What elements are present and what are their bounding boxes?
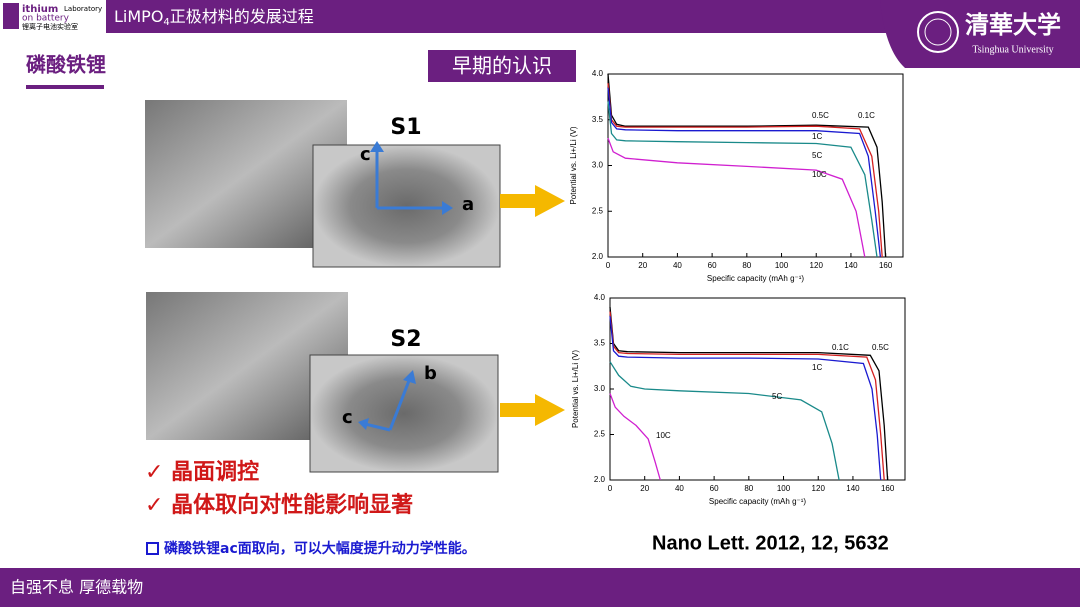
curve-label: 0.5C xyxy=(872,343,889,352)
axis-arrow xyxy=(364,422,391,432)
curve xyxy=(609,393,661,481)
arrow-head xyxy=(403,370,416,384)
y-tick-label: 3.5 xyxy=(594,339,606,348)
note: 磷酸铁锂ac面取向，可以大幅度提升动力学性能。 xyxy=(164,540,476,557)
x-tick-label: 120 xyxy=(812,484,826,493)
curve xyxy=(607,137,866,258)
university-name: 清華大学 xyxy=(965,11,1061,39)
axis-letter: b xyxy=(424,363,437,384)
axis-arrow xyxy=(388,377,412,431)
yellow-arrow xyxy=(500,394,565,426)
check-text: 晶体取向对性能影响显著 xyxy=(171,492,413,518)
curve-label: 1C xyxy=(812,132,822,141)
tem-image xyxy=(312,144,501,268)
curve xyxy=(609,307,889,481)
title-underline xyxy=(26,85,104,89)
lab-name: ithium xyxy=(22,4,58,15)
curve xyxy=(609,316,882,481)
curve xyxy=(607,83,883,258)
y-tick-label: 2.0 xyxy=(592,252,604,261)
x-tick-label: 40 xyxy=(673,261,682,270)
logo-mark xyxy=(3,3,19,29)
university-seal xyxy=(924,18,952,46)
x-tick-label: 100 xyxy=(777,484,791,493)
x-tick-label: 120 xyxy=(810,261,824,270)
university-en: Tsinghua University xyxy=(972,44,1053,55)
y-tick-label: 4.0 xyxy=(592,69,604,78)
axis-letter: c xyxy=(360,144,371,165)
curve-label: 10C xyxy=(656,431,671,440)
title-sub: 4 xyxy=(163,17,169,28)
badge-text: 早期的认识 xyxy=(452,54,552,78)
y-axis-label: Potential vs. Li+/Li (V) xyxy=(571,350,580,428)
x-tick-label: 80 xyxy=(744,484,753,493)
check-item: ✓ 晶体取向对性能影响显著 xyxy=(145,492,413,518)
reference: Nano Lett. 2012, 12, 5632 xyxy=(652,532,889,554)
y-tick-label: 3.0 xyxy=(594,384,606,393)
y-tick-label: 3.0 xyxy=(592,161,604,170)
title-part: LiMPO xyxy=(114,7,163,26)
x-tick-label: 60 xyxy=(708,261,717,270)
lab-cn: 锂离子电池实验室 xyxy=(22,22,78,31)
arrow-head xyxy=(358,418,369,430)
note-box xyxy=(146,542,159,555)
y-tick-label: 2.5 xyxy=(594,430,606,439)
curve-label: 0.1C xyxy=(858,111,875,120)
x-tick-label: 0 xyxy=(608,484,613,493)
x-tick-label: 80 xyxy=(742,261,751,270)
y-tick-label: 4.0 xyxy=(594,293,606,302)
university-seal xyxy=(917,11,959,53)
x-tick-label: 40 xyxy=(675,484,684,493)
x-tick-label: 100 xyxy=(775,261,789,270)
footer-bar xyxy=(0,568,1080,607)
title-part: 正极材料的发展过程 xyxy=(170,7,314,26)
curve xyxy=(607,73,887,258)
curve-label: 1C xyxy=(812,363,822,372)
check-item: ✓ 晶面调控 xyxy=(145,459,259,485)
arrow-head xyxy=(442,201,453,215)
x-tick-label: 20 xyxy=(638,261,647,270)
curve-label: 0.5C xyxy=(812,111,829,120)
curve-label: 5C xyxy=(812,151,822,160)
section-title: 磷酸铁锂 xyxy=(26,53,106,77)
axis-letter: a xyxy=(462,194,474,215)
lab-name: Laboratory xyxy=(64,5,102,13)
lab-name: on battery xyxy=(22,14,70,24)
y-tick-label: 2.0 xyxy=(594,475,606,484)
curve xyxy=(607,101,878,258)
header-title: LiMPO4正极材料的发展过程 xyxy=(114,7,314,29)
x-axis-label: Specific capacity (mAh g⁻¹) xyxy=(707,274,804,283)
x-tick-label: 140 xyxy=(844,261,858,270)
curve-label: 10C xyxy=(812,170,827,179)
axis-letter: c xyxy=(342,407,353,428)
check-text: 晶面调控 xyxy=(171,459,259,485)
sample-label: S1 xyxy=(390,115,421,140)
x-axis-label: Specific capacity (mAh g⁻¹) xyxy=(709,497,806,506)
curve-label: 0.1C xyxy=(832,343,849,352)
x-tick-label: 0 xyxy=(606,261,611,270)
curve xyxy=(607,87,882,258)
x-tick-label: 20 xyxy=(640,484,649,493)
x-tick-label: 160 xyxy=(881,484,895,493)
y-axis-label: Potential vs. Li+/Li (V) xyxy=(569,126,578,204)
x-tick-label: 140 xyxy=(846,484,860,493)
curve-label: 5C xyxy=(772,392,782,401)
sample-label: S2 xyxy=(390,327,421,352)
x-tick-label: 160 xyxy=(879,261,893,270)
y-tick-label: 3.5 xyxy=(592,115,604,124)
curve xyxy=(609,361,840,481)
footer-text: 自强不息 厚德载物 xyxy=(10,578,143,597)
arrow-head xyxy=(370,141,384,152)
tem-image xyxy=(309,354,499,473)
curve xyxy=(609,311,885,481)
y-tick-label: 2.5 xyxy=(592,206,604,215)
badge xyxy=(428,50,576,82)
yellow-arrow xyxy=(500,185,565,217)
x-tick-label: 60 xyxy=(710,484,719,493)
